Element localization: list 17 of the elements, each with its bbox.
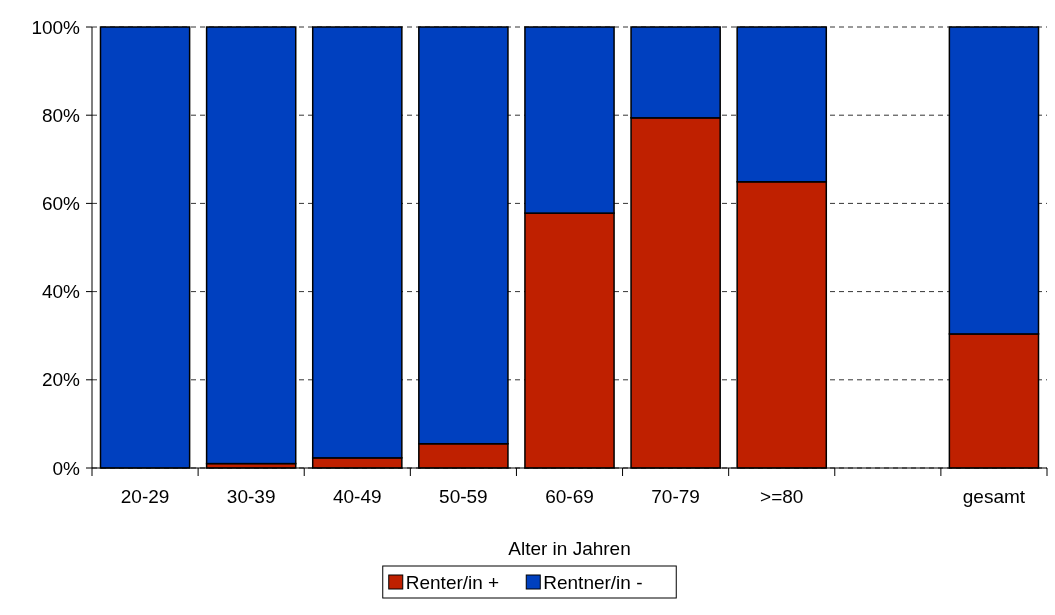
- legend-label: Rentner/in -: [543, 571, 643, 593]
- x-tick-label: 50-59: [439, 486, 488, 507]
- x-tick-label: >=80: [760, 486, 804, 507]
- x-tick-label: gesamt: [962, 486, 1026, 507]
- y-tick-label: 80%: [41, 104, 81, 126]
- x-axis-title: Alter in Jahren: [508, 538, 631, 559]
- legend-label: Renter/in +: [405, 571, 500, 593]
- x-tick-label: 40-49: [332, 486, 382, 507]
- x-tick-label: 30-39: [226, 486, 276, 507]
- y-tick-label: 60%: [41, 193, 81, 215]
- x-tick-label: 60-69: [545, 486, 594, 507]
- y-tick-label: 40%: [41, 281, 81, 303]
- x-tick-label: 20-29: [120, 486, 170, 507]
- y-tick-label: 20%: [41, 369, 81, 391]
- y-tick-label: 100%: [31, 16, 81, 38]
- y-tick-label: 0%: [52, 457, 81, 479]
- x-tick-label: 70-79: [651, 486, 700, 507]
